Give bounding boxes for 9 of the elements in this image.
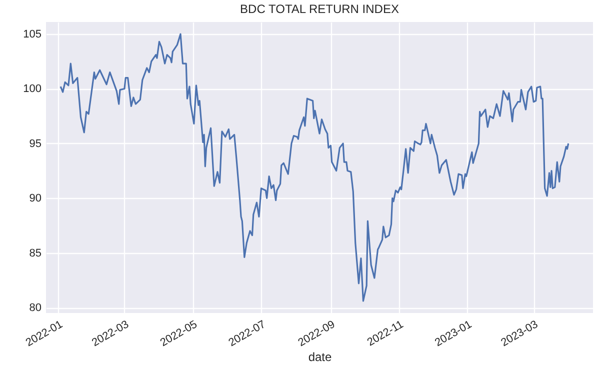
- chart-title: BDC TOTAL RETURN INDEX: [240, 2, 399, 16]
- y-tick-label: 95: [29, 138, 42, 150]
- y-tick-label: 80: [29, 302, 42, 314]
- line-series: [60, 33, 570, 302]
- y-tick-label: 105: [23, 28, 42, 41]
- y-tick-label: 100: [23, 83, 42, 96]
- y-tick-label: 90: [29, 192, 42, 205]
- y-tick-label: 85: [29, 247, 42, 260]
- x-axis-title: date: [308, 350, 332, 364]
